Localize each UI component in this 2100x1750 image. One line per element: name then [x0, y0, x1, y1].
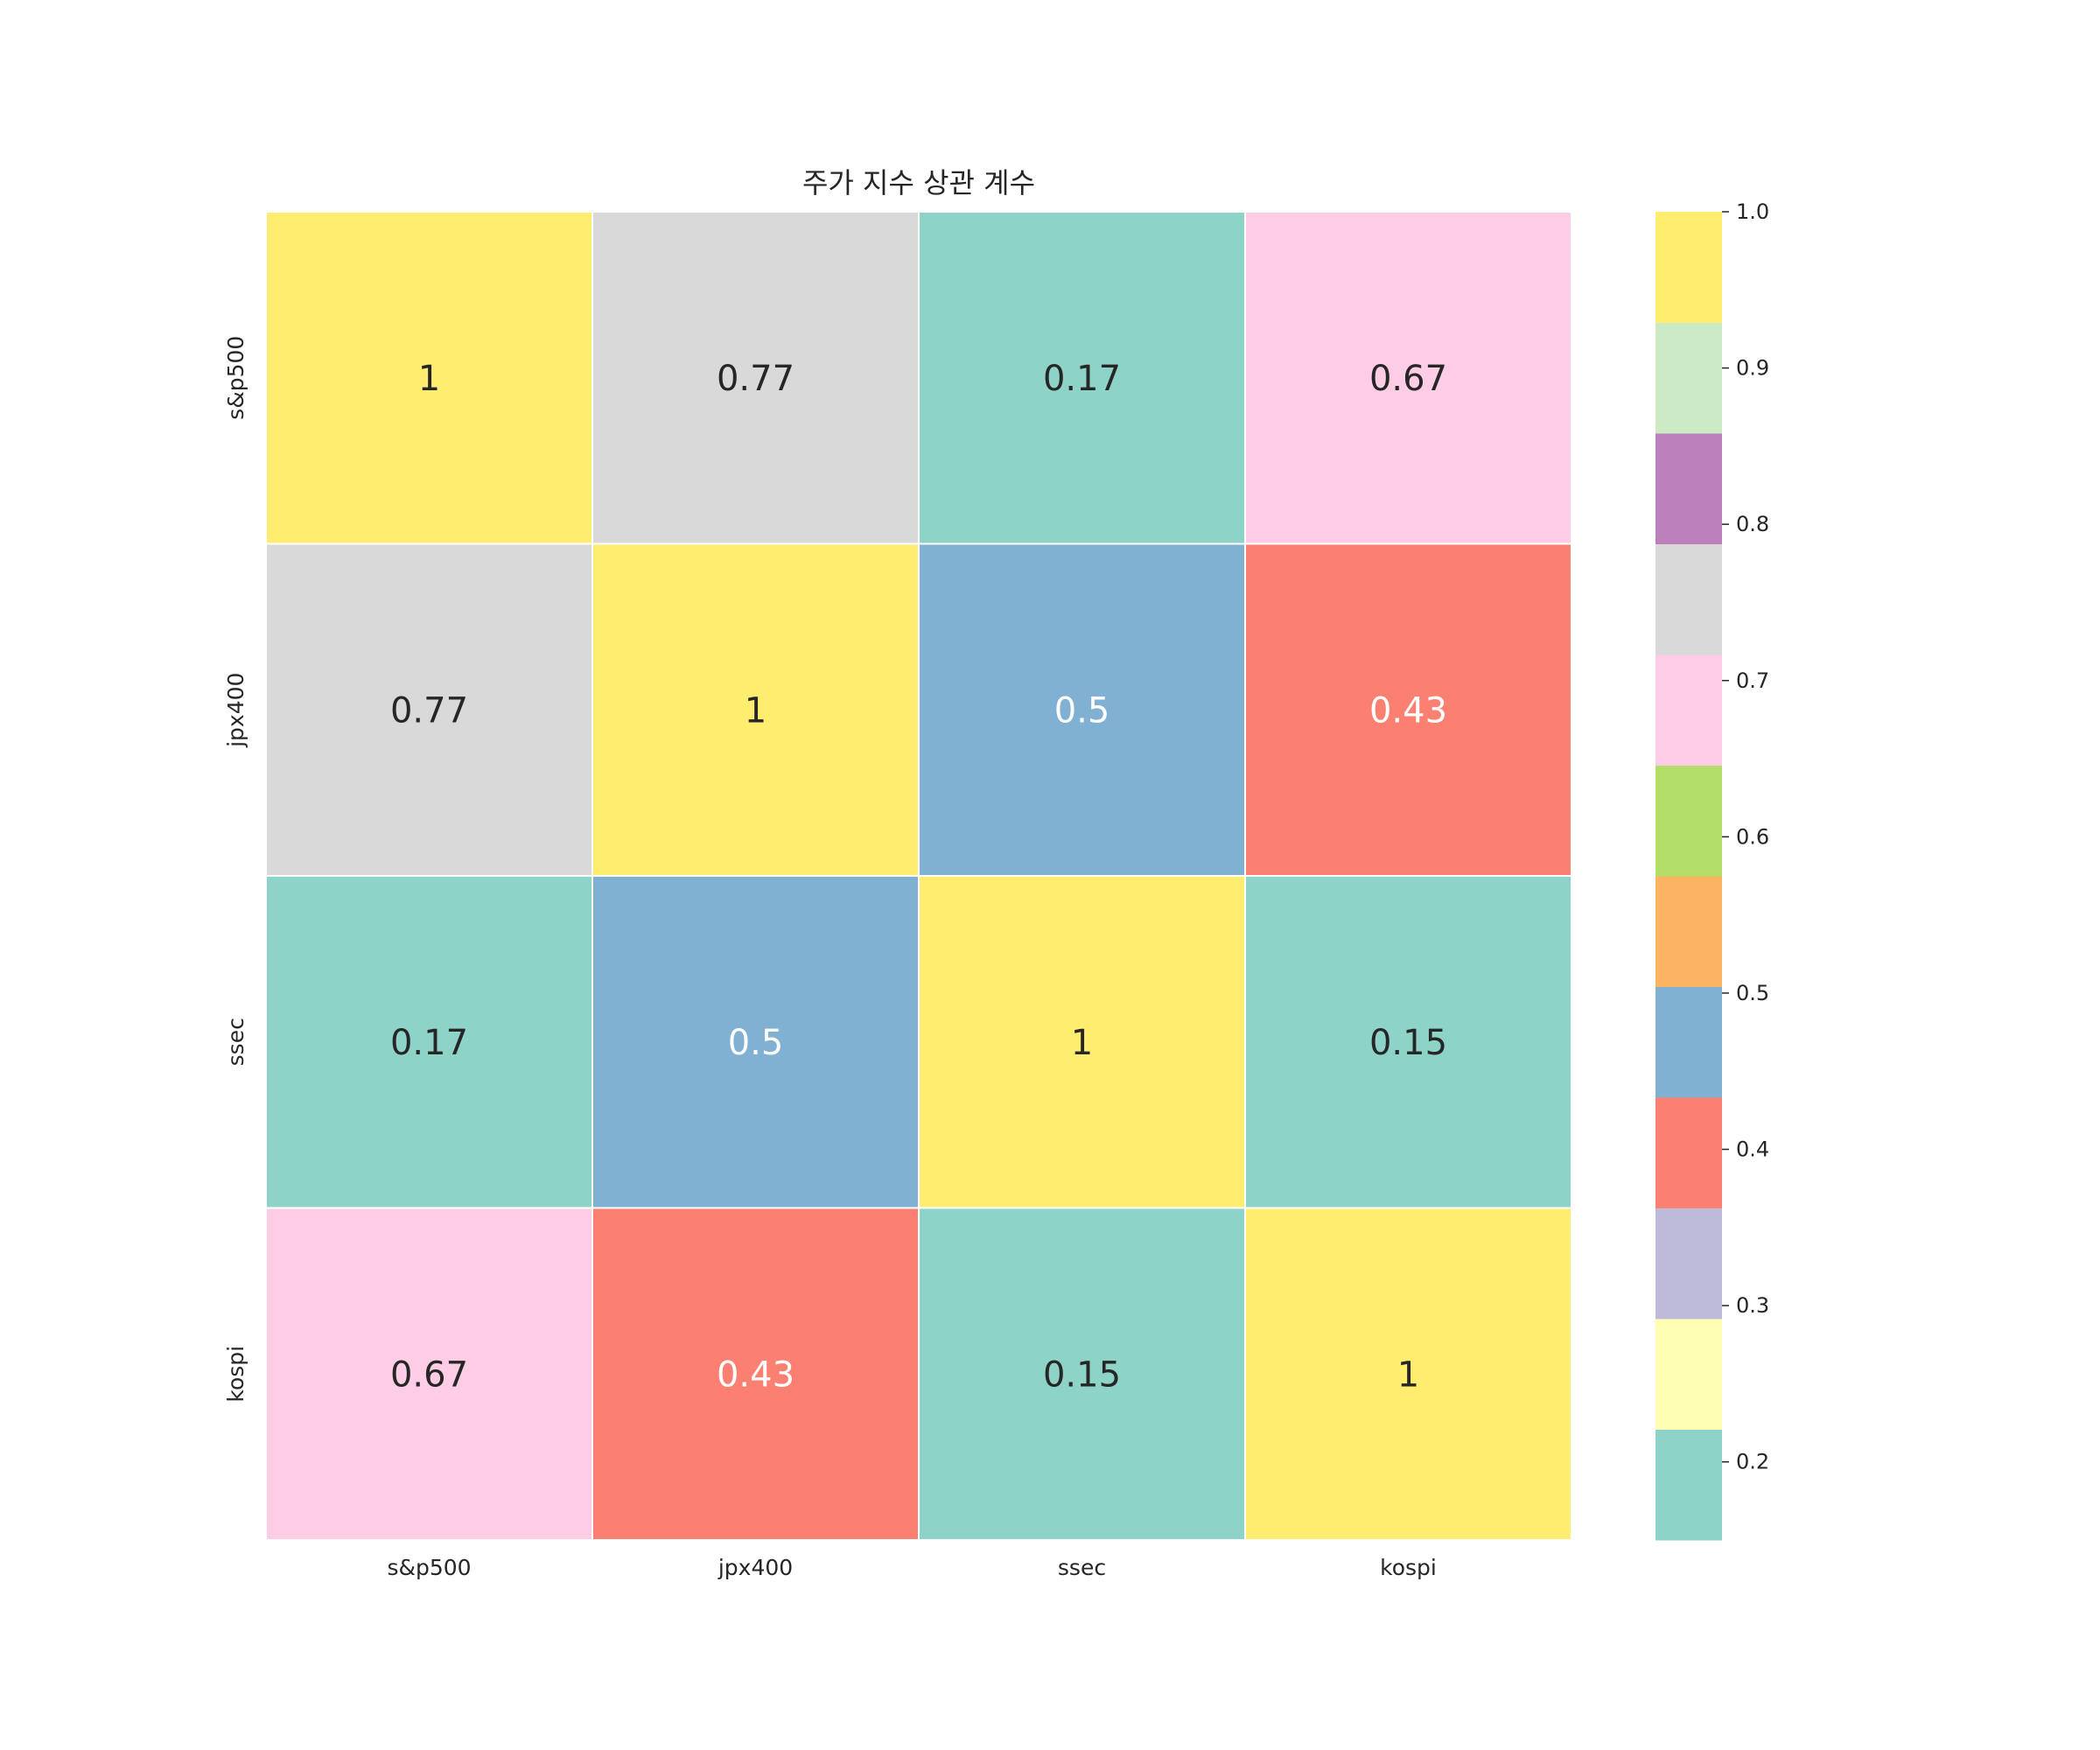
colorbar-segment [1656, 1208, 1722, 1320]
cell-value-label: 0.67 [390, 1354, 468, 1395]
cell-value-label: 0.43 [1369, 690, 1447, 731]
colorbar-tick-label: 0.2 [1736, 1450, 1769, 1474]
cell-value-label: 0.17 [390, 1023, 468, 1063]
cell-value-label: 0.15 [1043, 1354, 1121, 1395]
heatmap-cell [265, 211, 593, 545]
y-tick-label: kospi [223, 1346, 248, 1403]
colorbar-segment [1656, 986, 1722, 1098]
cell-value-label: 0.77 [717, 359, 794, 399]
heatmap-cell [265, 542, 593, 877]
colorbar-segment [1656, 543, 1722, 655]
colorbar-tick-label: 0.6 [1736, 824, 1769, 849]
chart-title: 주가 지수 상관 계수 [802, 166, 1035, 200]
colorbar-tick-label: 0.3 [1736, 1293, 1769, 1318]
heatmap-grid: 1 0.77 0.17 0.67 0.77 1 0.5 0.43 0.17 0.5 1 0.15 0.6… [265, 211, 1572, 1541]
cell-value-label: 0.17 [1043, 359, 1121, 399]
y-tick-label: ssec [223, 1018, 248, 1066]
colorbar-tick-label: 0.8 [1736, 512, 1769, 536]
cell-value-label: 1 [745, 690, 766, 731]
colorbar: 0.2 0.3 0.4 0.5 0.6 0.7 0.8 0.9 1.0 [1656, 200, 1769, 1541]
x-tick-label: s&p500 [387, 1555, 471, 1580]
x-axis-tick-labels: s&p500 jpx400 ssec kospi [387, 1555, 1436, 1580]
colorbar-tick-label: 0.7 [1736, 668, 1769, 693]
y-tick-label: s&p500 [223, 336, 248, 420]
cell-value-label: 0.5 [728, 1023, 784, 1063]
colorbar-segment [1656, 765, 1722, 877]
cell-value-label: 1 [1071, 1023, 1093, 1063]
colorbar-segment [1656, 1429, 1722, 1541]
colorbar-tick-label: 1.0 [1736, 200, 1769, 224]
heatmap-cell [265, 1207, 593, 1541]
heatmap-cell [1244, 211, 1572, 545]
heatmap-cell [592, 1207, 920, 1541]
y-axis-tick-labels: s&p500 jpx400 ssec kospi [223, 336, 248, 1403]
x-tick-label: kospi [1380, 1555, 1437, 1580]
heatmap-cell [592, 542, 920, 877]
heatmap-cell [1244, 1207, 1572, 1541]
cell-value-label: 1 [1397, 1354, 1419, 1395]
cell-value-label: 0.77 [390, 690, 468, 731]
cell-value-label: 0.67 [1369, 359, 1447, 399]
x-tick-label: ssec [1058, 1555, 1106, 1580]
cell-value-label: 1 [418, 359, 440, 399]
cell-value-label: 0.15 [1369, 1023, 1447, 1063]
colorbar-segment [1656, 212, 1722, 323]
heatmap-cell [1244, 875, 1572, 1209]
colorbar-segment [1656, 322, 1722, 434]
colorbar-tick-label: 0.9 [1736, 356, 1769, 381]
heatmap-cell [918, 1207, 1246, 1541]
heatmap-cell [592, 211, 920, 545]
colorbar-segment [1656, 654, 1722, 766]
cell-value-label: 0.5 [1054, 690, 1110, 731]
heatmap-cell [592, 875, 920, 1209]
heatmap-cell [918, 542, 1246, 877]
colorbar-segment [1656, 1319, 1722, 1430]
colorbar-segment [1656, 433, 1722, 544]
colorbar-segment [1656, 876, 1722, 987]
colorbar-segment [1656, 1097, 1722, 1208]
heatmap-cell [1244, 542, 1572, 877]
cell-value-label: 0.43 [717, 1354, 794, 1395]
colorbar-tick-label: 0.4 [1736, 1138, 1769, 1162]
heatmap-cell [918, 211, 1246, 545]
x-tick-label: jpx400 [718, 1555, 793, 1580]
colorbar-tick-label: 0.5 [1736, 981, 1769, 1005]
y-tick-label: jpx400 [223, 673, 248, 748]
